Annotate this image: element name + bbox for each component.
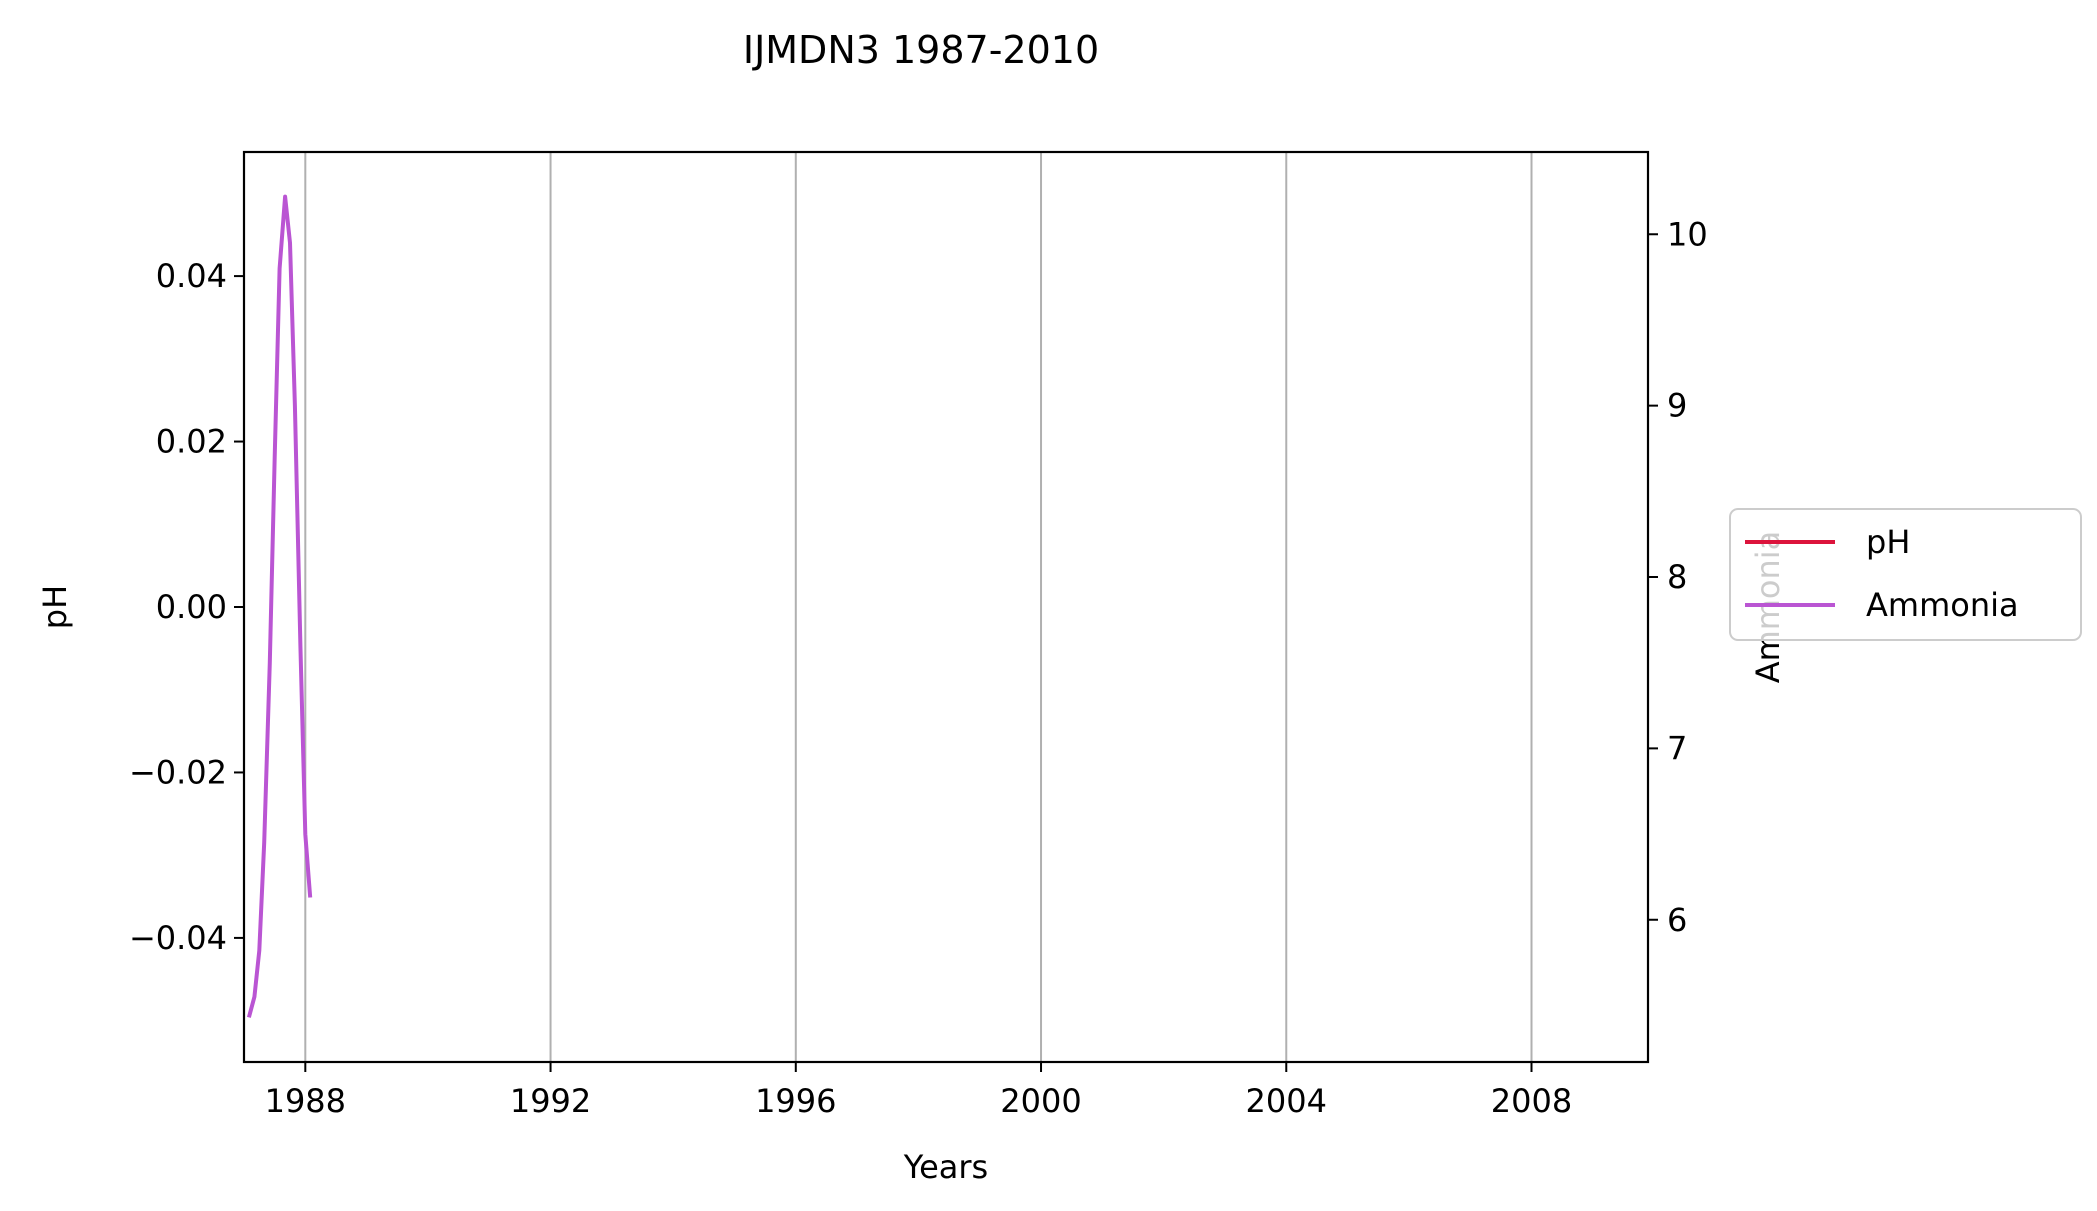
- x-tick-label: 2008: [1491, 1082, 1572, 1120]
- y-left-tick-label: 0.02: [156, 423, 227, 461]
- y-right-axis-ticks: 6 7 8 9 10: [1648, 215, 1708, 939]
- legend: pH Ammonia: [1729, 508, 2082, 641]
- y-left-tick-label: −0.04: [129, 919, 227, 957]
- legend-label-ph: pH: [1866, 523, 1910, 561]
- legend-label-ammonia: Ammonia: [1866, 586, 2019, 624]
- y-right-tick-label: 10: [1667, 215, 1708, 253]
- x-tick-label: 2000: [1000, 1082, 1081, 1120]
- x-tick-label: 1996: [755, 1082, 836, 1120]
- y-left-tick-label: 0.04: [156, 257, 227, 295]
- series-layer: [246, 194, 313, 1018]
- y-right-tick-label: 7: [1667, 729, 1687, 767]
- grid-lines: [304, 152, 1533, 1062]
- x-tick-label: 1992: [510, 1082, 591, 1120]
- y-right-tick-label: 9: [1667, 387, 1687, 425]
- series-line-ammonia: [246, 194, 313, 1018]
- x-axis-label: Years: [903, 1148, 988, 1186]
- y-left-tick-label: 0.00: [156, 588, 227, 626]
- plot-frame: [242, 150, 1650, 1064]
- chart-title: IJMDN3 1987-2010: [743, 28, 1099, 72]
- y-left-axis-ticks: 0.04 0.02 0.00 −0.02 −0.04: [129, 257, 244, 957]
- x-tick-label: 2004: [1246, 1082, 1327, 1120]
- y-left-tick-label: −0.02: [129, 753, 227, 791]
- y-left-axis-label: pH: [36, 585, 74, 629]
- y-right-tick-label: 8: [1667, 558, 1687, 596]
- x-axis-ticks: 1988 1992 1996 2000 2004 2008: [265, 1062, 1572, 1120]
- y-right-tick-label: 6: [1667, 901, 1687, 939]
- x-tick-label: 1988: [265, 1082, 346, 1120]
